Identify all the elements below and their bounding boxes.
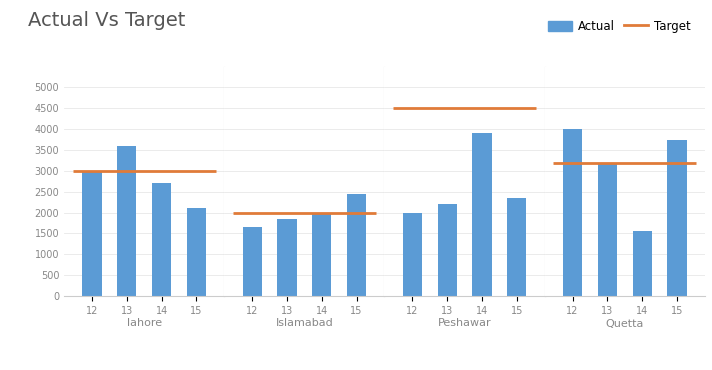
Bar: [507, 198, 526, 296]
Bar: [438, 204, 456, 296]
Bar: [83, 171, 102, 296]
X-axis label: Peshawar: Peshawar: [438, 319, 491, 329]
Bar: [403, 213, 422, 296]
Bar: [598, 162, 617, 296]
Bar: [152, 184, 171, 296]
Text: Actual Vs Target: Actual Vs Target: [28, 11, 186, 30]
Bar: [313, 213, 331, 296]
X-axis label: lahore: lahore: [127, 319, 162, 329]
X-axis label: Quetta: Quetta: [606, 319, 644, 329]
Bar: [563, 129, 582, 296]
Bar: [347, 194, 366, 296]
Bar: [278, 219, 296, 296]
Bar: [117, 146, 136, 296]
Bar: [473, 133, 491, 296]
Bar: [633, 231, 651, 296]
Bar: [243, 227, 262, 296]
Bar: [667, 139, 686, 296]
Bar: [187, 208, 206, 296]
X-axis label: Islamabad: Islamabad: [276, 319, 333, 329]
Legend: Actual, Target: Actual, Target: [544, 15, 696, 38]
